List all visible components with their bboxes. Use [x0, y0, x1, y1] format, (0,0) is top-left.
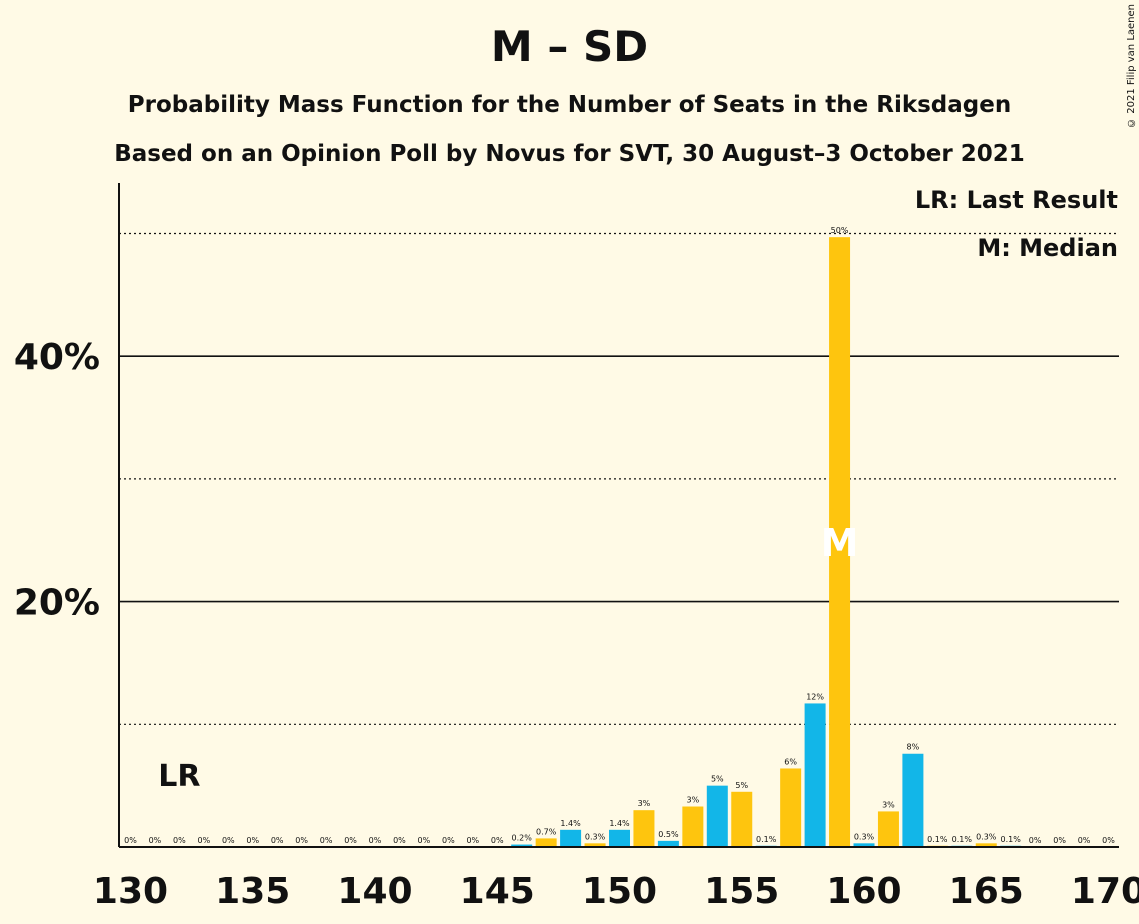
bar-seat-165: [975, 843, 997, 847]
legend-median: M: Median: [977, 234, 1118, 262]
bar-seat-154: [706, 785, 728, 847]
bar-label-seat-169: 0%: [1078, 836, 1091, 845]
bar-seat-151: [633, 810, 655, 847]
bar-label-seat-133: 0%: [197, 836, 210, 845]
bar-label-seat-142: 0%: [418, 836, 431, 845]
bar-label-seat-150: 1.4%: [609, 819, 630, 828]
bar-seat-159: [829, 237, 851, 847]
x-tick-label: 170: [1071, 871, 1139, 912]
chart-subtitle-1: Probability Mass Function for the Number…: [127, 92, 1012, 118]
median-marker: M: [821, 521, 859, 565]
bar-label-seat-164: 0.1%: [952, 835, 973, 844]
bar-label-seat-161: 3%: [882, 800, 895, 809]
bar-label-seat-146: 0.2%: [512, 834, 533, 843]
x-tick-label: 140: [337, 871, 412, 912]
bar-label-seat-156: 0.1%: [756, 835, 777, 844]
x-tick-label: 165: [949, 871, 1024, 912]
bar-seat-146: [511, 844, 533, 847]
chart-title: M – SD: [490, 22, 649, 71]
bar-label-seat-163: 0.1%: [927, 835, 948, 844]
bar-label-seat-132: 0%: [173, 836, 186, 845]
bar-label-seat-153: 3%: [686, 796, 699, 805]
bar-seat-149: [584, 843, 606, 847]
bar-seat-157: [780, 768, 802, 847]
bar-label-seat-143: 0%: [442, 836, 455, 845]
x-tick-label: 135: [215, 871, 290, 912]
bar-label-seat-141: 0%: [393, 836, 406, 845]
bar-label-seat-160: 0.3%: [854, 832, 875, 841]
bar-label-seat-144: 0%: [466, 836, 479, 845]
bar-seat-155: [731, 791, 753, 847]
bar-seat-150: [609, 829, 630, 847]
bar-label-seat-136: 0%: [271, 836, 284, 845]
bar-label-seat-139: 0%: [344, 836, 357, 845]
bar-seat-162: [902, 753, 924, 847]
bar-seat-161: [877, 811, 899, 847]
x-tick-label: 155: [704, 871, 779, 912]
last-result-marker: LR: [158, 759, 200, 794]
bar-label-seat-137: 0%: [295, 836, 308, 845]
bar-label-seat-165: 0.3%: [976, 832, 997, 841]
bar-label-seat-145: 0%: [491, 836, 504, 845]
bar-label-seat-168: 0%: [1053, 836, 1066, 845]
bar-label-seat-154: 5%: [711, 775, 724, 784]
x-tick-label: 150: [582, 871, 657, 912]
bar-label-seat-131: 0%: [149, 836, 162, 845]
bar-label-seat-166: 0.1%: [1001, 835, 1022, 844]
bar-label-seat-152: 0.5%: [658, 830, 679, 839]
bar-label-seat-157: 6%: [784, 757, 797, 766]
bar-label-seat-155: 5%: [735, 781, 748, 790]
bar-label-seat-148: 1.4%: [560, 819, 581, 828]
y-tick-label: 40%: [14, 337, 100, 378]
bar-label-seat-162: 8%: [907, 743, 920, 752]
bar-seat-160: [853, 843, 875, 847]
x-tick-label: 160: [826, 871, 901, 912]
bar-seat-152: [657, 840, 679, 847]
bar-seat-153: [682, 806, 704, 847]
bar-label-seat-135: 0%: [246, 836, 259, 845]
bar-label-seat-130: 0%: [124, 836, 137, 845]
bar-label-seat-147: 0.7%: [536, 827, 557, 836]
bar-label-seat-170: 0%: [1102, 836, 1115, 845]
bar-seat-158: [804, 703, 826, 847]
legend-last-result: LR: Last Result: [914, 186, 1118, 214]
bar-label-seat-151: 3%: [638, 799, 651, 808]
bar-label-seat-138: 0%: [320, 836, 333, 845]
y-tick-label: 20%: [14, 583, 100, 624]
bar-seat-148: [560, 829, 582, 847]
x-tick-label: 145: [460, 871, 535, 912]
bar-label-seat-140: 0%: [369, 836, 382, 845]
bar-label-seat-158: 12%: [806, 692, 824, 701]
bar-label-seat-134: 0%: [222, 836, 235, 845]
bar-label-seat-159: 50%: [831, 226, 849, 235]
bar-seat-147: [535, 838, 557, 847]
bar-label-seat-167: 0%: [1029, 836, 1042, 845]
x-tick-label: 130: [93, 871, 168, 912]
chart-subtitle-2: Based on an Opinion Poll by Novus for SV…: [114, 141, 1025, 167]
bar-label-seat-149: 0.3%: [585, 832, 606, 841]
